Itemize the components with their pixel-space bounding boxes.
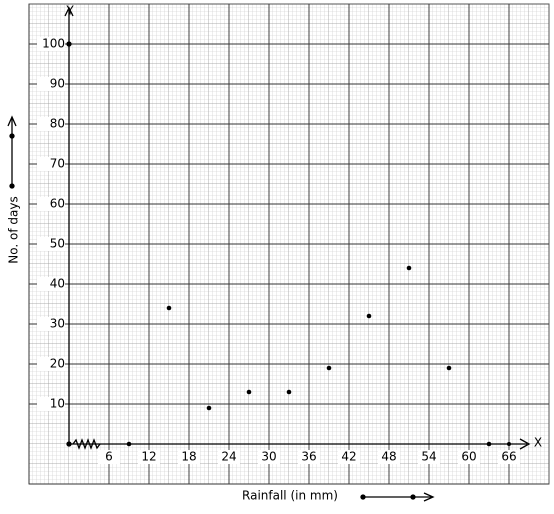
- axis-dot: [507, 442, 511, 446]
- tick-label-bg: [178, 450, 200, 464]
- tick-label-bg: [37, 397, 65, 411]
- tick-label-bg: [37, 357, 65, 371]
- x-tick-label: 36: [301, 450, 316, 464]
- point: [406, 265, 412, 271]
- y-tick-label: 100: [42, 37, 65, 51]
- x-axis-name: X: [534, 436, 542, 450]
- x-tick-label: 6: [105, 450, 113, 464]
- tick-label-bg: [458, 450, 480, 464]
- x-tick-label: 12: [141, 450, 156, 464]
- tick-label-bg: [378, 450, 400, 464]
- y-tick-label: 50: [50, 237, 65, 251]
- y-axis-label: No. of days: [7, 196, 21, 263]
- point: [326, 365, 332, 371]
- tick-label-bg: [37, 117, 65, 131]
- x-tick-label: 60: [461, 450, 476, 464]
- point: [126, 441, 132, 447]
- tick-label-bg: [37, 317, 65, 331]
- x-tick-label: 30: [261, 450, 276, 464]
- point: [246, 389, 252, 395]
- point: [206, 405, 212, 411]
- x-axis-label: Rainfall (in mm): [242, 489, 338, 503]
- point: [286, 389, 292, 395]
- tick-label-bg: [338, 450, 360, 464]
- tick-label-bg: [218, 450, 240, 464]
- point: [366, 313, 372, 319]
- tick-label-bg: [258, 450, 280, 464]
- tick-label-bg: [37, 197, 65, 211]
- x-tick-label: 54: [421, 450, 436, 464]
- x-tick-label: 48: [381, 450, 396, 464]
- y-axis-name: Y: [65, 4, 74, 18]
- grid: [28, 4, 549, 485]
- y-tick-label: 40: [50, 277, 65, 291]
- y-tick-label: 90: [50, 77, 65, 91]
- y-tick-label: 30: [50, 317, 65, 331]
- point: [446, 365, 452, 371]
- x-tick-label: 66: [501, 450, 516, 464]
- x-tick-label: 24: [221, 450, 236, 464]
- x-arrow: [360, 492, 435, 502]
- x-tick-label: 18: [181, 450, 196, 464]
- tick-label-bg: [37, 37, 65, 51]
- x-tick-label: 42: [341, 450, 356, 464]
- tick-label-bg: [418, 450, 440, 464]
- x-label-bg: [230, 487, 350, 505]
- tick-label-bg: [37, 77, 65, 91]
- y-tick-label: 20: [50, 357, 65, 371]
- tick-label-bg: [37, 157, 65, 171]
- tick-label-bg: [37, 237, 65, 251]
- y-tick-label: 60: [50, 197, 65, 211]
- y-tick-label: 70: [50, 157, 65, 171]
- axes: [64, 6, 531, 450]
- tick-label-bg: [298, 450, 320, 464]
- point: [166, 305, 172, 311]
- y-arrow: [7, 115, 17, 189]
- y-tick-label: 10: [50, 397, 65, 411]
- point: [486, 441, 492, 447]
- tick-label-bg: [138, 450, 160, 464]
- tick-label-bg: [498, 450, 520, 464]
- tick-label-bg: [98, 450, 120, 464]
- tick-label-bg: [37, 277, 65, 291]
- y-tick-label: 80: [50, 117, 65, 131]
